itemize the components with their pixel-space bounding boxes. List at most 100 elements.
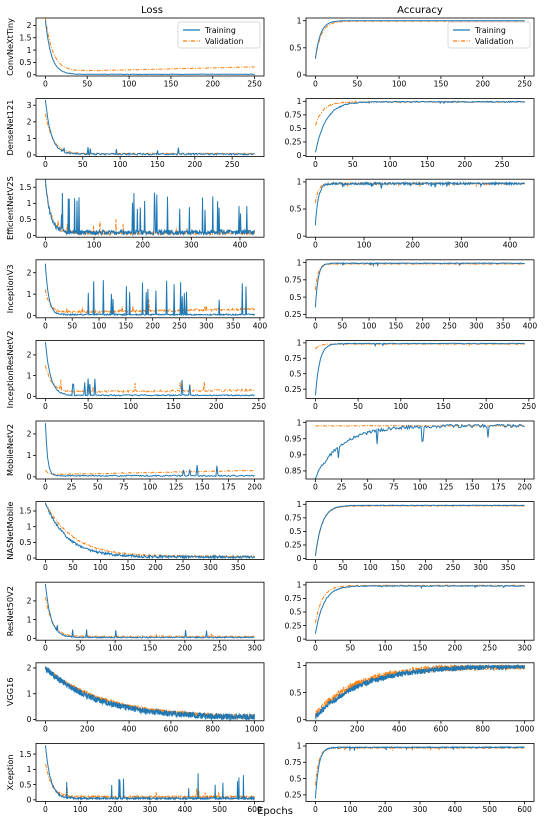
x-tick-label: 100 xyxy=(413,483,428,492)
x-tick-label: 100 xyxy=(362,321,377,330)
axes-frame xyxy=(305,581,535,641)
x-tick-label: 200 xyxy=(148,563,163,572)
y-tick-label: 0.5 xyxy=(289,608,301,617)
loss-column-title: Loss xyxy=(141,5,163,16)
loss-panel-resnet50v2: 0 50 100 150 200 250 300 0 1 2 ResNet50V2 xyxy=(5,581,265,653)
x-tick-label: 150 xyxy=(121,563,136,572)
x-tick-label: 0 xyxy=(43,160,48,169)
training-series-line xyxy=(44,99,255,157)
x-tick-label: 100 xyxy=(122,80,137,89)
legend: Training Validation xyxy=(447,21,531,49)
y-tick-label: 0.5 xyxy=(289,527,301,536)
x-tick-label: 250 xyxy=(176,563,191,572)
validation-series-line xyxy=(45,469,255,476)
x-tick-label: 400 xyxy=(448,805,463,814)
validation-series-line xyxy=(44,666,256,721)
x-tick-label: 800 xyxy=(206,724,221,733)
loss-panel-xception: 0 100 200 300 400 500 600 0 0.5 1 1.5 Xception xyxy=(5,743,265,814)
y-tick-label: 0.9 xyxy=(289,451,301,460)
loss-panel-mobilenetv2: 0 25 50 75 100 125 150 175 200 0 1 2 MobileNetV2 xyxy=(5,420,265,492)
validation-series-line xyxy=(44,597,255,638)
x-tick-label: 0 xyxy=(43,402,48,411)
validation-series-line xyxy=(314,262,525,291)
training-series-line xyxy=(44,342,255,397)
x-tick-label: 400 xyxy=(122,724,137,733)
x-tick-label: 150 xyxy=(166,402,181,411)
x-tick-label: 100 xyxy=(108,644,123,653)
x-tick-label: 50 xyxy=(363,483,373,492)
axes-frame xyxy=(305,178,535,238)
y-tick-label: 1 xyxy=(297,178,302,187)
x-tick-label: 350 xyxy=(501,563,516,572)
x-tick-label: 100 xyxy=(87,241,102,250)
y-tick-label: 3 xyxy=(27,101,32,110)
training-series-line xyxy=(44,423,255,478)
legend-training-label: Training xyxy=(204,26,236,35)
x-tick-label: 100 xyxy=(394,402,409,411)
y-tick-label: 1 xyxy=(27,371,32,380)
x-tick-label: 150 xyxy=(420,160,435,169)
y-tick-label: 0.25 xyxy=(285,385,302,394)
x-tick-label: 250 xyxy=(212,644,227,653)
x-tick-label: 175 xyxy=(491,483,506,492)
x-tick-label: 200 xyxy=(80,724,95,733)
x-tick-label: 0 xyxy=(313,80,318,89)
axes-frame xyxy=(305,420,535,480)
training-series-line xyxy=(314,745,525,799)
x-tick-label: 800 xyxy=(476,724,491,733)
y-tick-label: 1.5 xyxy=(19,183,31,192)
model-label: NASNetMobile xyxy=(5,502,15,560)
y-tick-label: 2 xyxy=(27,597,32,606)
x-tick-label: 50 xyxy=(345,644,355,653)
x-tick-label: 50 xyxy=(353,402,363,411)
x-tick-label: 200 xyxy=(448,644,463,653)
validation-series-line xyxy=(314,505,525,556)
y-tick-label: 2 xyxy=(27,664,32,673)
y-tick-label: 0 xyxy=(27,231,32,240)
x-tick-label: 250 xyxy=(252,402,267,411)
x-tick-label: 250 xyxy=(517,80,532,89)
x-tick-label: 1000 xyxy=(515,724,534,733)
y-tick-label: 0.25 xyxy=(285,138,302,147)
validation-series-line xyxy=(314,343,525,350)
x-tick-label: 200 xyxy=(350,724,365,733)
x-tick-label: 100 xyxy=(392,80,407,89)
training-series-line xyxy=(314,423,525,479)
y-tick-label: 1.5 xyxy=(19,507,31,516)
y-tick-label: 0.5 xyxy=(289,293,301,302)
axes-frame xyxy=(35,420,265,480)
y-tick-label: 1 xyxy=(27,522,32,531)
training-series-line xyxy=(44,583,255,639)
model-label: MobileNetV2 xyxy=(5,424,15,476)
x-tick-label: 350 xyxy=(231,563,246,572)
x-tick-label: 0 xyxy=(313,402,318,411)
y-tick-label: 0 xyxy=(297,554,302,563)
y-tick-label: 1 xyxy=(27,451,32,460)
y-tick-label: 0 xyxy=(27,70,32,79)
validation-series-line xyxy=(314,584,525,623)
model-label: ConvNeXtTiny xyxy=(5,18,15,76)
y-tick-label: 1.5 xyxy=(19,750,31,759)
model-label: InceptionResNetV2 xyxy=(5,330,15,408)
x-tick-label: 200 xyxy=(178,644,193,653)
y-tick-label: 0 xyxy=(27,634,32,643)
accuracy-panel-resnet50v2: 0 50 100 150 200 250 300 0 0.25 0.5 0.75 1 xyxy=(285,581,535,653)
x-tick-label: 350 xyxy=(226,321,241,330)
y-tick-label: 0.75 xyxy=(285,354,302,363)
accuracy-panel-inceptionv3: 0 50 100 150 200 250 300 350 400 0.25 0.5 0.75 1 xyxy=(285,258,538,330)
x-tick-label: 100 xyxy=(93,563,108,572)
x-tick-label: 600 xyxy=(434,724,449,733)
x-tick-label: 50 xyxy=(93,483,103,492)
x-tick-label: 50 xyxy=(83,402,93,411)
x-tick-label: 100 xyxy=(357,241,372,250)
x-tick-label: 400 xyxy=(178,805,193,814)
y-tick-label: 0.5 xyxy=(289,688,301,697)
training-series-line xyxy=(44,263,256,317)
model-label: Xception xyxy=(5,754,15,790)
x-tick-label: 0 xyxy=(43,644,48,653)
model-label: EfficientNetV2S xyxy=(5,176,15,240)
x-tick-label: 200 xyxy=(479,402,494,411)
y-tick-label: 0.5 xyxy=(289,205,301,214)
x-tick-label: 150 xyxy=(391,563,406,572)
model-label: InceptionV3 xyxy=(5,264,15,313)
